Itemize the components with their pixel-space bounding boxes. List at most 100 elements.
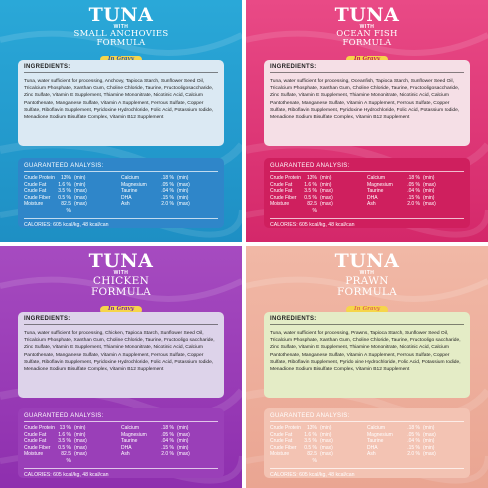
divider (270, 421, 464, 422)
panel-prawn: TUNA WITH PRAWN FORMULA In Gravy INGREDI… (246, 246, 488, 488)
nutrient-name: DHA (367, 194, 378, 201)
analysis-heading: GUARANTEED ANALYSIS: (24, 413, 104, 419)
nutrient-qualifier: (max) (320, 444, 333, 451)
nutrient-qualifier: (min) (177, 438, 189, 445)
divider (24, 217, 218, 219)
analysis-row: Taurine .04 % (min) (367, 188, 464, 195)
nutrient-name: DHA (367, 444, 378, 451)
nutrient-qualifier: (min) (74, 431, 86, 438)
nutrient-qualifier: (min) (177, 175, 189, 181)
analysis-row: Calcium .18 % (min) (121, 425, 218, 432)
nutrient-name: DHA (121, 194, 132, 201)
ingredients-box: INGREDIENTS: Tuna, water sufficient for … (18, 312, 224, 398)
analysis-row: Calcium .18 % (min) (367, 425, 464, 432)
nutrient-qualifier: (max) (74, 444, 87, 451)
analysis-row: Crude Fiber 0.5 % (max) (270, 445, 367, 452)
nutrient-value: .05 % (407, 431, 420, 438)
nutrient-name: Crude Protein (24, 175, 55, 181)
title-tuna: TUNA (334, 4, 400, 26)
nutrient-qualifier: (min) (177, 188, 189, 195)
title-flavor-line1: CHICKEN (92, 275, 150, 287)
divider (24, 324, 218, 325)
nutrient-value: .15 % (161, 444, 174, 451)
nutrient-qualifier: (min) (423, 188, 435, 195)
nutrient-value: 13% (60, 175, 71, 181)
analysis-row: Crude Fat 1.6 % (min) (270, 182, 367, 189)
nutrient-qualifier: (max) (74, 201, 87, 208)
analysis-row: Magnesium .05 % (max) (367, 432, 464, 439)
in-gravy-badge: In Gravy (99, 306, 143, 314)
analysis-row: DHA .15 % (min) (367, 445, 464, 452)
nutrient-name: Calcium (367, 175, 386, 181)
nutrient-qualifier: (max) (74, 451, 87, 458)
analysis-row: Crude Fat 1.6 % (min) (270, 432, 367, 439)
nutrient-qualifier: (max) (320, 451, 333, 458)
nutrient-value: 3.5 % (58, 188, 71, 195)
nutrient-value: 2.0 % (407, 201, 420, 208)
analysis-row: Crude Fat 1.6 % (min) (24, 182, 121, 189)
product-title: TUNA WITH OCEAN FISH FORMULA In Gravy (246, 6, 488, 64)
divider (270, 467, 464, 469)
divider (24, 72, 218, 73)
analysis-row: Calcium .18 % (min) (121, 175, 218, 182)
nutrient-value: 1.6 % (304, 181, 317, 188)
analysis-row: Calcium .18 % (min) (367, 175, 464, 182)
divider (24, 467, 218, 469)
nutrient-qualifier: (max) (177, 431, 190, 438)
analysis-column-left: Crude Protein 13% (min) Crude Fat 1.6 % (min… (270, 175, 367, 215)
nutrient-name: Crude Fat (270, 438, 293, 445)
nutrient-qualifier: (min) (423, 425, 435, 431)
analysis-row: DHA .15 % (min) (121, 445, 218, 452)
nutrient-value: .18 % (407, 175, 420, 181)
nutrient-value: 13% (306, 175, 317, 181)
analysis-row: Crude Fat 1.6 % (min) (24, 432, 121, 439)
nutrient-name: Crude Fiber (24, 444, 51, 451)
analysis-row: Taurine .04 % (min) (121, 188, 218, 195)
nutrient-name: Magnesium (367, 431, 393, 438)
analysis-row: Ash 2.0 % (max) (367, 201, 464, 208)
divider (270, 217, 464, 219)
nutrient-qualifier: (min) (177, 444, 189, 451)
nutrient-name: Crude Fiber (270, 444, 297, 451)
guaranteed-analysis-box: GUARANTEED ANALYSIS: Crude Protein 13 % (m… (18, 408, 224, 478)
title-with: WITH (113, 270, 129, 276)
nutrient-value: .04 % (407, 438, 420, 445)
nutrient-value: 82.5 % (61, 201, 71, 214)
nutrient-value: 82.5 % (307, 451, 317, 464)
nutrient-name: Crude Fat (24, 181, 47, 188)
analysis-row: Moisture 82.5 % (max) (270, 201, 367, 214)
nutrient-qualifier: (min) (74, 175, 86, 181)
ingredients-heading: INGREDIENTS: (24, 316, 71, 322)
analysis-column-left: Crude Protein 13 % (min) Crude Fat 1.6 % (mi… (24, 425, 121, 465)
title-with: WITH (113, 24, 129, 30)
nutrient-qualifier: (max) (177, 181, 190, 188)
nutrient-qualifier: (min) (423, 175, 435, 181)
nutrient-name: Moisture (24, 201, 44, 208)
title-flavor-line1: SMALL ANCHOVIES (73, 29, 169, 39)
nutrient-value: 2.0 % (407, 451, 420, 458)
ingredients-text: Tuna, water sufficient for processing, A… (24, 79, 214, 121)
nutrient-qualifier: (min) (320, 181, 332, 188)
guaranteed-analysis-box: GUARANTEED ANALYSIS: Crude Protein 13% (mi… (18, 158, 224, 228)
ingredients-heading: INGREDIENTS: (270, 316, 317, 322)
nutrient-qualifier: (max) (320, 194, 333, 201)
nutrient-name: Ash (367, 451, 376, 458)
nutrient-name: Crude Fat (270, 181, 293, 188)
nutrient-qualifier: (max) (74, 188, 87, 195)
analysis-row: Crude Fiber 0.5 % (max) (24, 445, 121, 452)
nutrient-name: Ash (367, 201, 376, 208)
analysis-row: Crude Fat 3.5 % (max) (24, 438, 121, 445)
ingredients-box: INGREDIENTS: Tuna, water sufficient for … (18, 60, 224, 146)
panel-chicken: TUNA WITH CHICKEN FORMULA In Gravy INGRE… (0, 246, 242, 488)
analysis-row: DHA .15 % (min) (121, 195, 218, 202)
analysis-row: Moisture 82.5 % (max) (24, 201, 121, 214)
nutrient-qualifier: (max) (177, 201, 190, 208)
nutrient-value: .15 % (407, 444, 420, 451)
title-with: WITH (359, 24, 375, 30)
nutrient-name: Magnesium (121, 431, 147, 438)
title-flavor-line2: FORMULA (90, 286, 152, 299)
in-gravy-badge: In Gravy (345, 55, 389, 64)
title-flavor-line1: OCEAN FISH (336, 29, 398, 39)
analysis-row: Crude Fat 3.5 % (max) (270, 438, 367, 445)
